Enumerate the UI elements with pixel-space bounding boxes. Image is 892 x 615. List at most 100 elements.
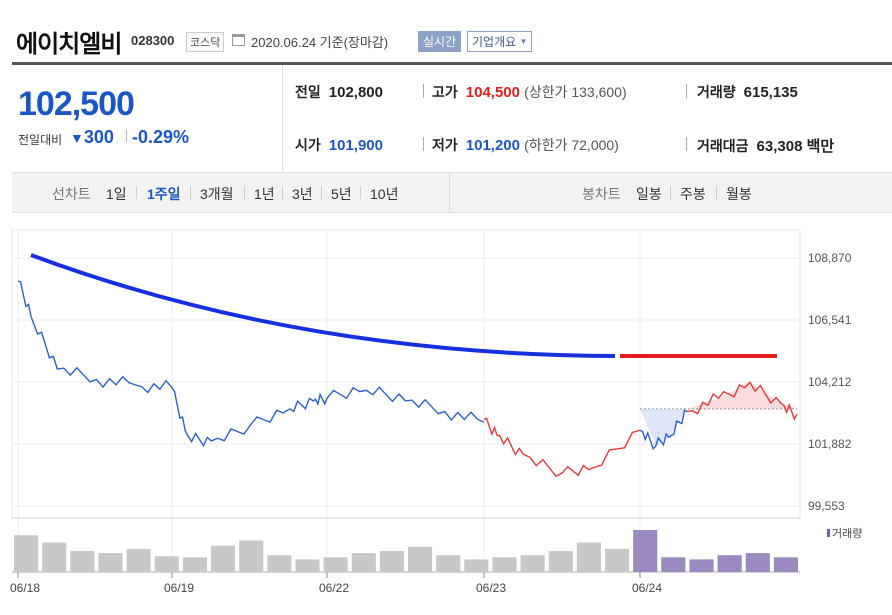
tab-3month[interactable]: 3개월 [200,186,234,202]
y-tick-label: 104,212 [808,375,852,389]
volume-bar [42,542,67,572]
divider [136,186,137,199]
page-header: 에이치엘비 028300 코스닥 2020.06.24 기준(장마감) 실시간 … [0,0,892,62]
volume-bar [379,551,404,572]
chart-series [17,253,798,478]
tab-monthly-candle[interactable]: 월봉 [726,186,752,202]
volume-bar [773,557,798,572]
tabs-divider [449,173,450,213]
company-info-label: 기업개요 [472,35,517,49]
high-label: 고가 [432,84,458,100]
volume-bar [267,555,292,572]
company-name: 에이치엘비 [16,31,122,58]
divider [423,137,424,151]
volume-bar [605,548,630,572]
tab-daily-candle[interactable]: 일봉 [636,186,662,202]
chevron-down-icon: ▼ [519,37,528,46]
change-label: 전일대비 [18,133,63,147]
tab-3year[interactable]: 3년 [292,186,313,202]
divider [670,186,671,199]
calendar-icon [232,34,245,46]
y-tick-label: 106,541 [808,313,852,327]
volume-bar [576,542,601,572]
volume-bar [408,546,433,572]
reference-date: 2020.06.24 기준(장마감) [251,35,389,50]
series-line [483,417,641,478]
volume-bar [351,553,376,572]
volume-label: 거래량 [697,84,736,100]
volume-cell: 거래량 615,135 [697,82,798,102]
x-tick-label: 06/24 [632,581,662,595]
divider [321,186,322,199]
x-axis-labels: 06/18 06/19 06/22 06/23 06/24 [10,581,662,595]
divider [190,186,191,199]
volume-bar [211,545,236,572]
volume-bar [689,559,714,572]
open-value: 101,900 [328,137,383,154]
price-summary: 102,500 전일대비 ▼300 -0.29% 전일 102,800 고가 104… [12,65,892,173]
price-chart: 108,870 106,541 104,212 101,882 99,553 06/18… [10,229,862,595]
upper-limit: (상한가 133,600) [524,84,627,100]
volume-legend: 거래량 [832,527,862,540]
low-value: 101,200 [465,137,520,154]
divider [686,137,687,151]
volume-bar [70,551,95,572]
high-value: 104,500 [465,84,520,101]
amount-cell: 거래대금 63,308 백만 [697,135,834,156]
tab-weekly-candle[interactable]: 주봉 [680,186,706,202]
series-line [639,409,688,450]
divider [423,84,424,98]
volume-bar [464,559,489,572]
series-line [17,280,485,448]
volume-bar [239,540,264,572]
prev-close-value: 102,800 [328,84,383,101]
plot-frame [11,229,801,519]
area-below [640,408,688,447]
high-cell: 고가 104,500 (상한가 133,600) [432,82,627,102]
volume-bar [154,556,179,572]
y-tick-label: 99,553 [808,499,845,513]
change-value: ▼300 [70,127,114,148]
area-above [687,382,797,409]
line-chart-label: 선차트 [52,186,91,202]
volume-bar [520,555,545,572]
realtime-button[interactable]: 실시간 [418,31,462,52]
volume-bar [98,553,123,572]
tab-1day[interactable]: 1일 [106,186,127,202]
low-cell: 저가 101,200 (하한가 72,000) [432,135,619,155]
y-tick-label: 108,870 [808,251,852,265]
y-tick-label: 101,882 [808,437,852,451]
tab-10year[interactable]: 10년 [370,186,399,202]
lower-limit: (하한가 72,000) [524,137,619,153]
candle-chart-label: 봉차트 [582,186,621,202]
tab-1year[interactable]: 1년 [254,186,275,202]
divider [244,186,245,199]
company-info-button[interactable]: 기업개요 ▼ [467,31,533,52]
x-tick-label: 06/18 [10,581,40,595]
tab-5year[interactable]: 5년 [331,186,352,202]
low-label: 저가 [432,137,458,153]
tab-1week[interactable]: 1주일 [147,186,181,202]
volume-bar [717,555,742,572]
volume-bar [295,559,320,572]
stock-code: 028300 [131,33,175,48]
amount-label: 거래대금 [697,138,749,154]
change-amount: 300 [83,127,114,147]
current-price-box: 102,500 전일대비 ▼300 -0.29% [12,65,283,173]
volume-bars [14,530,798,572]
change-divider [126,129,127,143]
volume-bar [182,557,207,572]
volume-bar [436,555,461,572]
y-axis-labels: 108,870 106,541 104,212 101,882 99,553 [808,251,852,513]
prev-close-cell: 전일 102,800 [295,82,383,102]
divider [282,186,283,199]
volume-bar [14,535,39,572]
volume-bar [548,551,573,572]
volume-legend-icon [827,529,830,537]
volume-bar [633,530,658,572]
down-arrow-icon: ▼ [70,130,84,146]
current-price: 102,500 [18,85,135,123]
divider [716,186,717,199]
prev-close-label: 전일 [295,84,321,100]
volume-bar [126,548,151,572]
